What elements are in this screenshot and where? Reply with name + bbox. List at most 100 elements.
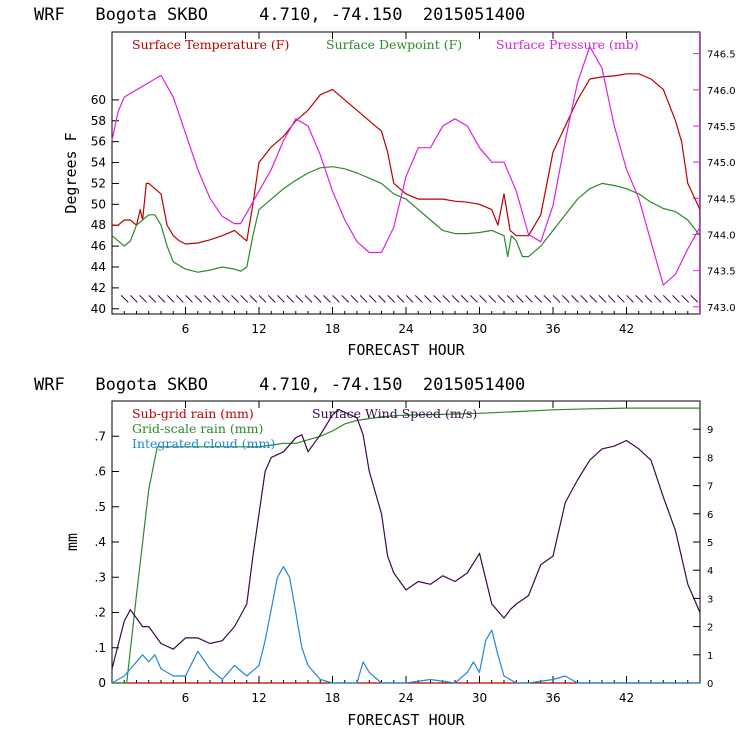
wind-barb xyxy=(506,295,515,303)
wind-barb xyxy=(662,295,671,303)
top-right-axis-line xyxy=(699,32,700,314)
top-x-tick-label: 42 xyxy=(619,322,634,336)
top-y2-ticks: 743.0 743.5 744.0 744.5 745.0 745.5 746.0 746.5 xyxy=(693,50,736,314)
top-x-ticks: 6 12 18 24 30 36 42 xyxy=(123,32,689,336)
top-y2-tick-label: 744.0 xyxy=(707,230,736,241)
wind-barb xyxy=(626,295,634,303)
bottom-y-tick-label: .3 xyxy=(95,570,106,584)
bottom-y-tick-label: .5 xyxy=(95,500,106,514)
top-y-tick-label: 42 xyxy=(91,281,106,295)
wind-barb xyxy=(304,295,313,303)
wind-barb xyxy=(139,295,147,303)
wind-barb xyxy=(313,295,322,303)
series-grid-scale-rain-mm xyxy=(112,407,700,684)
legend-surface-wind-speed: Surface Wind Speed (m/s) xyxy=(312,406,477,421)
top-y-tick-label: 46 xyxy=(91,239,106,253)
wind-barb xyxy=(267,295,276,303)
series-surface-wind-speed-m-s xyxy=(111,408,701,670)
wind-barb xyxy=(644,295,653,303)
wind-barb xyxy=(571,295,579,303)
bottom-y-tick-label: .6 xyxy=(95,465,106,479)
wind-barb xyxy=(681,295,690,303)
wind-barb xyxy=(653,295,662,303)
wind-barb xyxy=(120,295,129,303)
bottom-plot-area: 6 12 18 24 30 36 42 0.1.2.3.4.5.6.7 0123456789… xyxy=(95,400,713,705)
bottom-x-tick-label: 36 xyxy=(545,691,560,705)
wind-barb xyxy=(672,295,680,303)
bottom-y2-tick-label: 3 xyxy=(707,594,713,605)
bottom-y-tick-label: .7 xyxy=(95,429,106,443)
bottom-y-tick-label: .4 xyxy=(95,535,106,549)
bottom-x-axis-label: FORECAST HOUR xyxy=(347,711,465,729)
wind-barb xyxy=(359,295,368,303)
wind-barb xyxy=(433,295,441,303)
wind-barb xyxy=(176,295,184,303)
bottom-x-tick-label: 42 xyxy=(619,691,634,705)
wind-barb xyxy=(194,295,203,303)
bottom-x-tick-label: 6 xyxy=(182,691,190,705)
top-y2-tick-label: 745.5 xyxy=(707,122,736,133)
top-y-axis-label: Degrees F xyxy=(62,132,80,213)
top-y2-tick-label: 743.5 xyxy=(707,267,736,278)
top-y-tick-label: 60 xyxy=(91,93,106,107)
top-y-tick-label: 52 xyxy=(91,176,106,190)
bottom-legend: Sub-grid rain (mm) Grid-scale rain (mm) … xyxy=(132,406,477,451)
bottom-y2-tick-label: 1 xyxy=(707,651,713,662)
bottom-y-ticks: 0 .1 .2 .3 .4 .5 .6 .7 xyxy=(95,429,119,690)
legend-surface-dewpoint: Surface Dewpoint (F) xyxy=(326,37,462,52)
series-surface-temperature-f xyxy=(112,73,701,245)
wind-barb xyxy=(460,295,469,303)
top-wind-barbs xyxy=(120,295,699,303)
wind-barb xyxy=(497,295,506,303)
bottom-y2-tick-label: 4 xyxy=(707,566,713,577)
wind-barb xyxy=(561,295,570,303)
wind-barb xyxy=(589,295,598,303)
top-x-tick-label: 36 xyxy=(545,322,560,336)
wind-barb xyxy=(258,295,267,303)
top-y2-tick-label: 744.5 xyxy=(707,194,736,205)
wind-barb xyxy=(148,295,157,303)
top-y-tick-label: 48 xyxy=(91,218,106,232)
wind-barb xyxy=(332,295,340,303)
legend-sub-grid-rain: Sub-grid rain (mm) xyxy=(132,406,254,421)
bottom-y2-tick-label: 2 xyxy=(707,623,713,634)
series-integrated-cloud-mm xyxy=(111,566,700,684)
bottom-x-tick-label: 12 xyxy=(251,691,266,705)
wind-barb xyxy=(515,295,524,303)
top-series-group xyxy=(111,45,701,286)
top-x-tick-label: 18 xyxy=(325,322,340,336)
top-y2-tick-label: 746.5 xyxy=(707,50,736,61)
bottom-y-tick-label: .2 xyxy=(95,606,106,620)
wind-barb xyxy=(387,295,396,303)
wind-barb xyxy=(442,295,451,303)
wind-barb xyxy=(378,295,386,303)
bottom-x-tick-label: 30 xyxy=(472,691,487,705)
bottom-y2-tick-label: 9 xyxy=(707,425,713,436)
wind-barb xyxy=(240,295,249,303)
top-legend: Surface Temperature (F) Surface Dewpoint… xyxy=(132,37,639,52)
bottom-chart-title: WRF Bogota SKBO 4.710, -74.150 201505140… xyxy=(34,375,525,395)
top-plot-area: 6 12 18 24 30 36 42 40 42 44 46 48 50 52 54 56 58 60 743… xyxy=(91,31,736,336)
wind-barb xyxy=(534,295,543,303)
bottom-y2-tick-label: 8 xyxy=(707,453,713,464)
wind-barb xyxy=(350,295,359,303)
top-x-tick-label: 30 xyxy=(472,322,487,336)
wind-barb xyxy=(580,295,588,303)
legend-grid-scale-rain: Grid-scale rain (mm) xyxy=(132,421,263,436)
wind-barb xyxy=(157,295,166,303)
wind-barb xyxy=(166,295,175,303)
wind-barb xyxy=(488,295,497,303)
bottom-y-axis-label: mm xyxy=(63,533,81,551)
wind-barb xyxy=(607,295,616,303)
legend-surface-pressure: Surface Pressure (mb) xyxy=(496,37,639,52)
bottom-x-tick-label: 24 xyxy=(398,691,413,705)
wind-barb xyxy=(525,295,533,303)
wind-barb xyxy=(396,295,405,303)
wind-barb xyxy=(543,295,552,303)
top-y2-tick-label: 746.0 xyxy=(707,86,736,97)
bottom-y2-tick-label: 6 xyxy=(707,510,713,521)
wind-barb xyxy=(231,295,239,303)
legend-integrated-cloud: Integrated cloud (mm) xyxy=(132,436,275,451)
top-y2-tick-label: 743.0 xyxy=(707,303,736,314)
